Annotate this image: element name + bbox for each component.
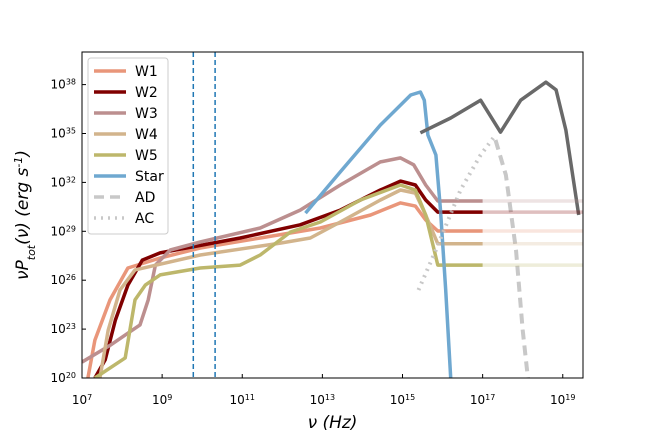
y-tick-label: 1023 xyxy=(51,322,76,337)
series-line xyxy=(416,133,498,291)
y-tick-label: 1035 xyxy=(51,126,76,141)
y-tick-label: 1038 xyxy=(51,77,76,92)
series-group xyxy=(82,80,583,378)
axes-frame xyxy=(81,51,584,379)
legend-label: W3 xyxy=(135,106,158,122)
legend: W1 W2 W3 W4 W5 Star AD AC xyxy=(87,57,169,235)
legend-label: W1 xyxy=(135,64,158,80)
x-tick-label: 1013 xyxy=(310,393,335,408)
legend-label: Star xyxy=(135,169,164,185)
y-tick-label: 1032 xyxy=(51,175,76,190)
y-tick-label: 1020 xyxy=(51,371,76,386)
legend-label: W2 xyxy=(135,85,158,101)
x-tick-label: 107 xyxy=(72,393,92,408)
series-line xyxy=(82,156,483,364)
series-line xyxy=(304,90,453,378)
series-line xyxy=(419,80,581,216)
series-line xyxy=(93,179,483,378)
x-tick-label: 1011 xyxy=(230,393,255,408)
legend-label: AD xyxy=(135,190,155,206)
x-tick-label: 1019 xyxy=(550,393,575,408)
series-line xyxy=(493,139,530,378)
x-tick-label: 109 xyxy=(152,393,172,408)
legend-label: W5 xyxy=(135,148,158,164)
x-tick-label: 1015 xyxy=(390,393,415,408)
legend-box xyxy=(87,57,169,235)
y-tick-label: 1029 xyxy=(51,224,76,239)
x-axis-label: ν (Hz) xyxy=(308,413,358,432)
legend-label: AC xyxy=(135,211,154,227)
y-axis-label: νPtot(ν) (erg s-1) xyxy=(12,150,38,280)
legend-label: W4 xyxy=(135,127,158,143)
x-tick-label: 1017 xyxy=(470,393,495,408)
series-line xyxy=(93,183,483,378)
y-tick-label: 1026 xyxy=(51,273,76,288)
